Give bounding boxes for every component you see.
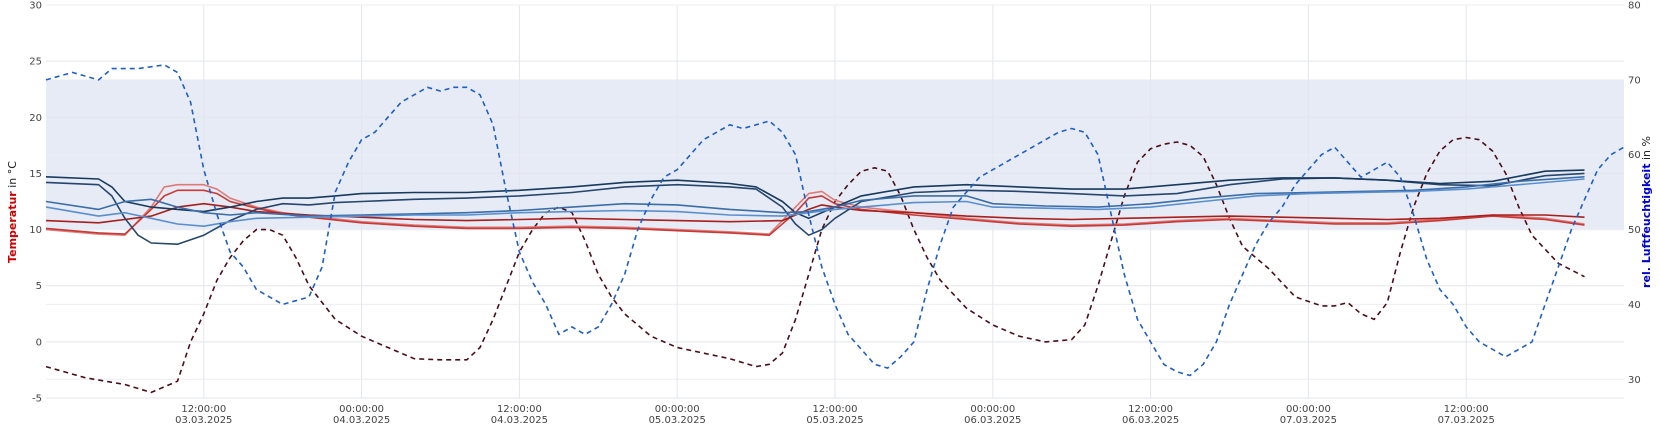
x-tick-time: 00:00:00	[970, 404, 1015, 415]
x-tick-time: 12:00:00	[813, 404, 858, 415]
right-tick-label: 30	[1628, 375, 1641, 386]
x-axis-ticks: 12:00:0003.03.202500:00:0004.03.202512:0…	[175, 404, 1495, 426]
left-tick-label: 10	[29, 225, 42, 236]
left-tick-label: 30	[29, 1, 42, 12]
series-line-3	[45, 202, 1585, 224]
series-line-4	[45, 172, 1585, 245]
x-tick-date: 06.03.2025	[964, 415, 1021, 426]
x-tick-date: 06.03.2025	[1122, 415, 1179, 426]
x-tick-time: 00:00:00	[339, 404, 384, 415]
right-tick-label: 50	[1628, 225, 1641, 236]
x-tick-time: 00:00:00	[655, 404, 700, 415]
x-tick-date: 03.03.2025	[175, 415, 232, 426]
x-tick-time: 00:00:00	[1286, 404, 1331, 415]
right-axis-label: rel. Luftfeuchtigkeit in %	[1640, 136, 1653, 288]
series-line-1	[45, 183, 1585, 236]
x-tick-time: 12:00:00	[1444, 404, 1489, 415]
x-tick-date: 05.03.2025	[806, 415, 863, 426]
x-tick-time: 12:00:00	[1128, 404, 1173, 415]
right-tick-label: 40	[1628, 300, 1641, 311]
series-line-5	[45, 169, 1585, 220]
series-line-7	[45, 178, 1585, 227]
left-axis-ticks: -5 0 5 10 15 20 25 30	[29, 1, 42, 405]
right-tick-label: 80	[1628, 1, 1641, 12]
series-line-8	[45, 64, 1625, 377]
series-group	[45, 64, 1625, 394]
left-tick-label: 15	[29, 169, 42, 180]
left-tick-label: 5	[36, 281, 42, 292]
grid	[46, 4, 1624, 399]
left-tick-label: 0	[36, 337, 42, 348]
right-tick-label: 60	[1628, 150, 1641, 161]
x-tick-date: 07.03.2025	[1280, 415, 1337, 426]
x-tick-date: 07.03.2025	[1438, 415, 1495, 426]
left-axis-label: Temperatur in °C	[6, 161, 19, 263]
left-tick-label: 25	[29, 57, 42, 68]
x-tick-time: 12:00:00	[497, 404, 542, 415]
left-tick-label: -5	[32, 394, 42, 405]
x-tick-date: 04.03.2025	[491, 415, 548, 426]
x-tick-date: 05.03.2025	[649, 415, 706, 426]
right-tick-label: 70	[1628, 75, 1641, 86]
x-tick-time: 12:00:00	[181, 404, 226, 415]
x-tick-date: 04.03.2025	[333, 415, 390, 426]
right-axis-ticks: 30 40 50 60 70 80	[1628, 1, 1641, 386]
left-tick-label: 20	[29, 113, 42, 124]
series-line-6	[45, 176, 1585, 217]
